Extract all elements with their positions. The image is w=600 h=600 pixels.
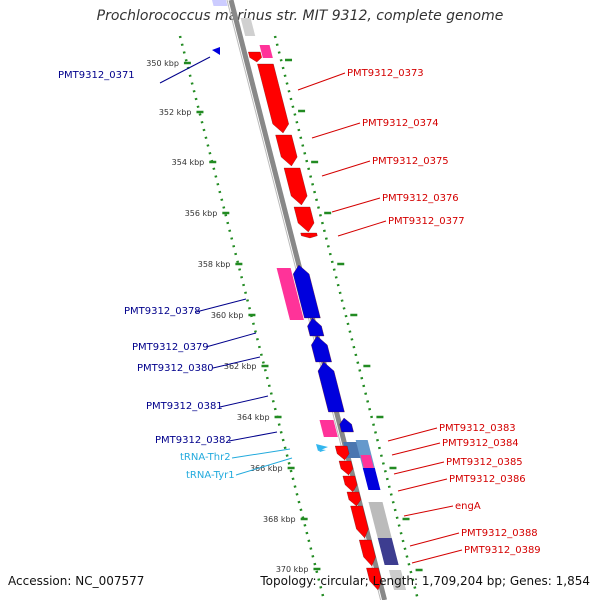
- ruler-tick-label: 364 kbp: [237, 413, 270, 422]
- ruler-tick-label: 362 kbp: [224, 362, 257, 371]
- gene-label-0376-leader: [331, 197, 381, 213]
- gc-skew-box: [259, 45, 273, 58]
- gene-label-0384: PMT9312_0384: [442, 438, 519, 449]
- forward-gene-arrow: [248, 51, 262, 63]
- ruler-tick-label: 350 kbp: [146, 59, 179, 68]
- gene-label-0386: PMT9312_0386: [449, 474, 526, 485]
- forward-gene-arrow: [334, 445, 350, 461]
- gene-label-0373-leader: [297, 72, 346, 91]
- ruler-tick-label: 370 kbp: [276, 565, 309, 574]
- forward-gene-arrow: [300, 232, 318, 239]
- guide-dots-right: [273, 35, 420, 600]
- gene-label-0383: PMT9312_0383: [439, 423, 516, 434]
- forward-gene-arrow: [366, 567, 382, 591]
- forward-gene-arrow: [359, 539, 376, 567]
- reverse-gene-arrow: [317, 361, 345, 413]
- gene-label-0380: PMT9312_0380: [137, 363, 214, 374]
- reverse-gene-arrow: [339, 417, 354, 433]
- reverse-gene-arrow-0371: [212, 47, 220, 55]
- gene-label-0371: PMT9312_0371: [58, 70, 135, 81]
- ruler-tick-label: 368 kbp: [263, 515, 296, 524]
- gene-label-0379-leader: [205, 332, 257, 348]
- gene-label-0378-leader: [195, 298, 247, 313]
- accession-text: Accession: NC_007577: [8, 574, 145, 588]
- gene-label-0388: PMT9312_0388: [461, 528, 538, 539]
- topology-text: Topology: circular; Length: 1,709,204 bp…: [260, 574, 590, 588]
- trna-label-tyr1: tRNA-Tyr1: [186, 470, 235, 481]
- trna-label-thr2-leader: [231, 448, 291, 459]
- gene-label-0375-leader: [321, 160, 371, 177]
- forward-gene-arrow: [283, 167, 308, 206]
- trna-label-thr2: tRNA-Thr2: [180, 452, 231, 463]
- gc-skew-box: [276, 268, 304, 320]
- gene-label-0380-leader: [212, 356, 261, 369]
- grey-box: [368, 502, 392, 538]
- blue-skew-box: [362, 468, 381, 490]
- gene-label-0377: PMT9312_0377: [388, 216, 465, 227]
- blue-skew-box: [377, 538, 399, 565]
- gene-label-0382: PMT9312_0382: [155, 435, 232, 446]
- gene-label-0389: PMT9312_0389: [464, 545, 541, 556]
- gene-label-0383-leader: [387, 427, 438, 442]
- gene-label-0373: PMT9312_0373: [347, 68, 424, 79]
- forward-gene-arrow: [293, 206, 315, 233]
- gene-label-0389-leader: [411, 549, 463, 564]
- gene-label-0381-leader: [219, 395, 269, 408]
- ruler-tick-label: 354 kbp: [172, 158, 205, 167]
- forward-gene-arrow: [338, 460, 354, 476]
- gene-label-0385-leader: [393, 461, 445, 475]
- reverse-gene-arrow: [311, 335, 332, 363]
- ruler-tick-label: 366 kbp: [250, 464, 283, 473]
- gene-partial-top: [212, 0, 228, 6]
- ruler-tick-label: 356 kbp: [185, 209, 218, 218]
- forward-gene-arrow: [346, 491, 362, 507]
- gene-label-0379: PMT9312_0379: [132, 342, 209, 353]
- gene-label-0374-leader: [311, 122, 361, 139]
- gc-skew-box: [360, 455, 374, 468]
- ruler-tick-label: 360 kbp: [211, 311, 244, 320]
- forward-gene-arrow: [350, 505, 369, 539]
- gene-label-enga: engA: [455, 501, 481, 512]
- gene-label-enga-leader: [403, 505, 454, 517]
- grey-box: [240, 18, 256, 36]
- ruler-tick-label: 358 kbp: [198, 260, 231, 269]
- grey-box: [388, 570, 407, 590]
- gene-label-0381: PMT9312_0381: [146, 401, 223, 412]
- ruler-tick-label: 352 kbp: [159, 108, 192, 117]
- gene-label-0377-leader: [337, 220, 387, 237]
- gene-label-0371-leader: [159, 56, 211, 84]
- guide-dots-left: [178, 35, 326, 600]
- map-title: Prochlorococcus marinus str. MIT 9312, c…: [96, 8, 504, 24]
- trna-arrow: [318, 449, 326, 452]
- gene-label-0384-leader: [391, 442, 441, 456]
- gc-skew-box: [319, 420, 338, 437]
- gene-label-0374: PMT9312_0374: [362, 118, 439, 129]
- clip-mask: [120, 0, 230, 8]
- forward-gene-arrow: [342, 475, 358, 493]
- trna-label-tyr1-leader: [235, 457, 293, 476]
- forward-gene-arrow: [257, 63, 289, 134]
- reverse-gene-arrow: [307, 317, 325, 337]
- gene-label-0386-leader: [397, 478, 448, 492]
- gene-label-0378: PMT9312_0378: [124, 306, 201, 317]
- forward-gene-arrow: [275, 134, 298, 167]
- gene-label-0382-leader: [228, 431, 278, 442]
- gene-label-0376: PMT9312_0376: [382, 193, 459, 204]
- gene-label-0385: PMT9312_0385: [446, 457, 523, 468]
- gene-label-0375: PMT9312_0375: [372, 156, 449, 167]
- gene-label-0388-leader: [409, 532, 460, 547]
